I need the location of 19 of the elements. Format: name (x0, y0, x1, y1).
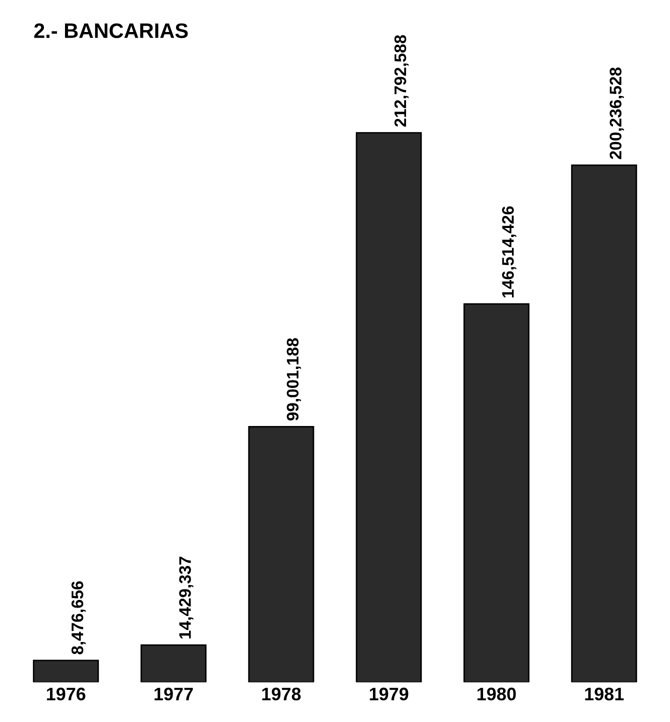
data-label: 99,001,188 (286, 338, 301, 421)
bar (463, 303, 530, 682)
x-tick-label: 1981 (585, 688, 624, 700)
bar (356, 132, 422, 682)
x-tick-label: 1977 (154, 688, 193, 700)
chart-title: 2.- BANCARIAS (34, 23, 188, 38)
bar (32, 660, 99, 682)
bar (140, 644, 207, 682)
bar (571, 164, 638, 682)
x-tick-label: 1978 (262, 688, 301, 700)
x-tick-label: 1980 (478, 688, 516, 700)
bar (248, 426, 314, 682)
data-label: 212,792,588 (394, 35, 409, 127)
data-label: 14,429,337 (179, 556, 194, 638)
data-label: 200,236,528 (610, 68, 624, 160)
x-tick-label: 1979 (370, 688, 408, 700)
x-tick-label: 1976 (46, 688, 86, 700)
data-label: 146,514,426 (502, 206, 516, 298)
data-label: 8,476,656 (71, 581, 86, 654)
